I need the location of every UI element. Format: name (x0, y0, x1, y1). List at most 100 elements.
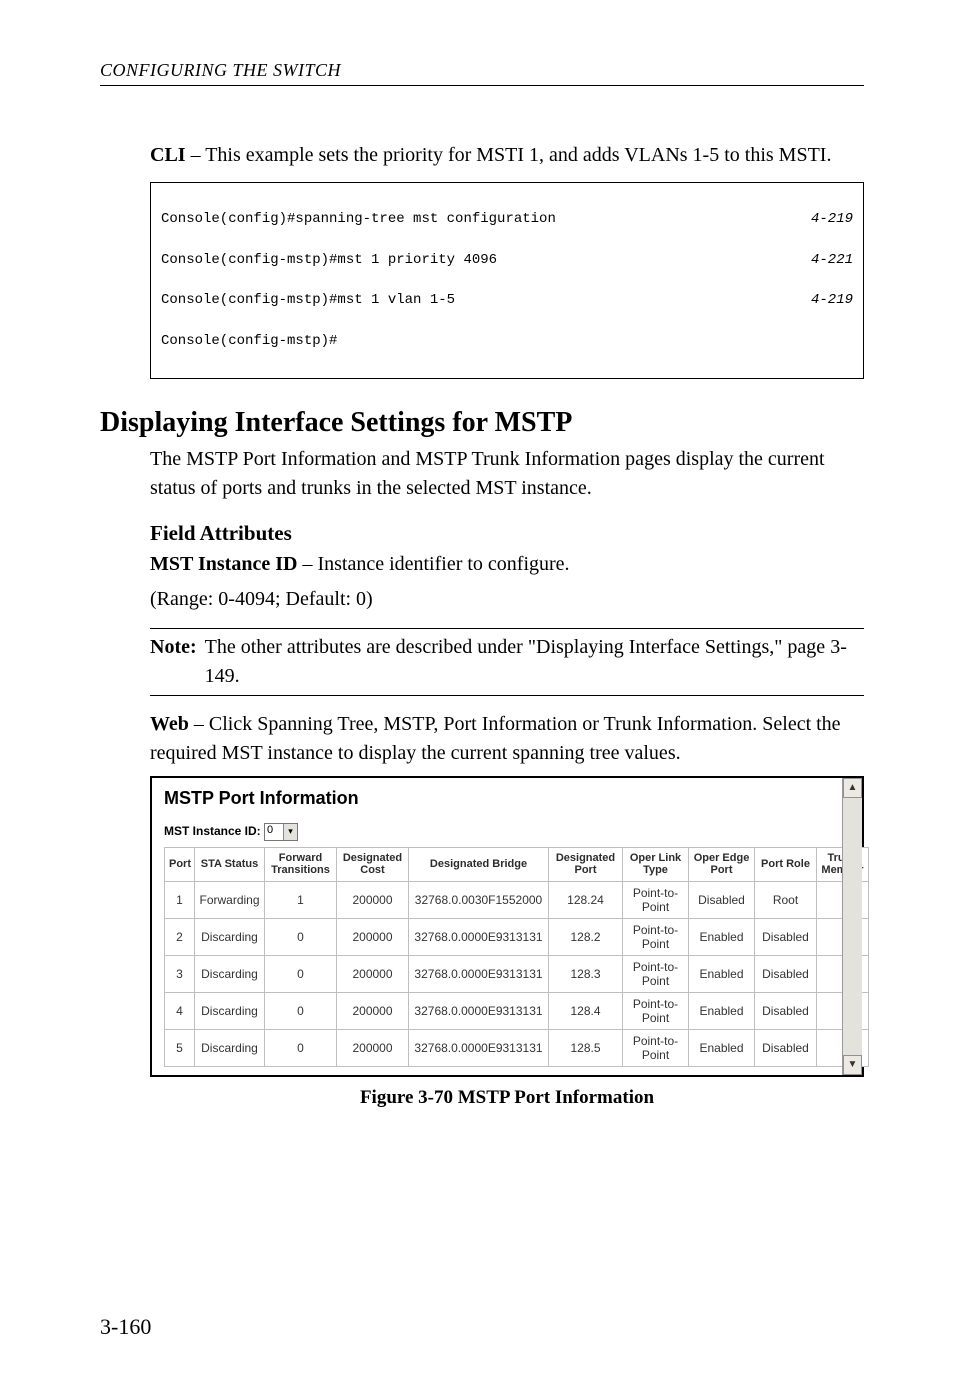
web-lead: Web (150, 713, 189, 735)
table-row: 4Discarding020000032768.0.0000E931313112… (165, 992, 869, 1029)
table-row: 5Discarding020000032768.0.0000E931313112… (165, 1029, 869, 1066)
mst-attr-lead: MST Instance ID (150, 553, 297, 575)
mstp-port-table: PortSTA StatusForward TransitionsDesigna… (164, 847, 869, 1067)
table-cell: Disabled (755, 955, 817, 992)
mstp-screenshot: ▲ ▼ MSTP Port Information MST Instance I… (150, 776, 864, 1077)
web-rest: – Click Spanning Tree, MSTP, Port Inform… (150, 713, 841, 764)
mst-instance-label: MST Instance ID: (164, 824, 264, 838)
table-header-cell: Oper Link Type (623, 847, 689, 881)
table-header-cell: Port (165, 847, 195, 881)
table-cell: Discarding (195, 918, 265, 955)
table-cell: 32768.0.0000E9313131 (409, 955, 549, 992)
note-label: Note: (150, 633, 205, 691)
mst-instance-value: 0 (267, 824, 273, 836)
section-paragraph: The MSTP Port Information and MSTP Trunk… (100, 445, 864, 503)
table-cell: 32768.0.0000E9313131 (409, 1029, 549, 1066)
table-cell: 200000 (337, 955, 409, 992)
code-line-page (829, 331, 853, 351)
table-header-cell: STA Status (195, 847, 265, 881)
table-cell: 32768.0.0000E9313131 (409, 992, 549, 1029)
section-heading: Displaying Interface Settings for MSTP (100, 407, 864, 439)
field-attributes-heading: Field Attributes (100, 521, 864, 546)
scroll-down-button[interactable]: ▼ (843, 1055, 862, 1075)
table-cell: 32768.0.0030F1552000 (409, 881, 549, 918)
table-row: 3Discarding020000032768.0.0000E931313112… (165, 955, 869, 992)
table-cell: 5 (165, 1029, 195, 1066)
table-cell: Point-to-Point (623, 1029, 689, 1066)
table-cell: Root (755, 881, 817, 918)
table-cell: Disabled (755, 1029, 817, 1066)
table-cell: 128.5 (549, 1029, 623, 1066)
code-line-page: 4-219 (787, 209, 853, 229)
table-header-cell: Oper Edge Port (689, 847, 755, 881)
mst-attr-range: (Range: 0-4094; Default: 0) (100, 585, 864, 614)
table-cell: Discarding (195, 992, 265, 1029)
table-cell: 32768.0.0000E9313131 (409, 918, 549, 955)
mstp-title: MSTP Port Information (164, 788, 830, 809)
mst-instance-row: MST Instance ID: 0 ▾ (164, 823, 830, 841)
table-cell: 200000 (337, 918, 409, 955)
figure-caption: Figure 3-70 MSTP Port Information (150, 1087, 864, 1109)
table-cell: Disabled (755, 918, 817, 955)
table-row: 1Forwarding120000032768.0.0030F155200012… (165, 881, 869, 918)
table-cell: 4 (165, 992, 195, 1029)
table-cell: Forwarding (195, 881, 265, 918)
table-cell: Disabled (689, 881, 755, 918)
table-cell: 3 (165, 955, 195, 992)
cli-rest: – This example sets the priority for MST… (186, 144, 832, 166)
table-header-cell: Designated Bridge (409, 847, 549, 881)
table-cell: 200000 (337, 1029, 409, 1066)
table-cell: 128.3 (549, 955, 623, 992)
table-cell: Discarding (195, 955, 265, 992)
table-header-cell: Forward Transitions (265, 847, 337, 881)
code-line-cmd: Console(config-mstp)# (161, 331, 337, 351)
scroll-up-button[interactable]: ▲ (843, 778, 862, 798)
table-cell: Enabled (689, 955, 755, 992)
chevron-down-icon: ▾ (283, 824, 297, 840)
table-cell: 0 (265, 992, 337, 1029)
screenshot-inner: MSTP Port Information MST Instance ID: 0… (152, 778, 842, 1075)
table-cell: 1 (265, 881, 337, 918)
table-cell: 0 (265, 955, 337, 992)
table-cell: Point-to-Point (623, 881, 689, 918)
note-block: Note: The other attributes are described… (150, 628, 864, 696)
table-cell: Point-to-Point (623, 992, 689, 1029)
table-cell: 2 (165, 918, 195, 955)
code-block: Console(config)#spanning-tree mst config… (150, 182, 864, 379)
table-header-cell: Designated Port (549, 847, 623, 881)
table-cell: Enabled (689, 1029, 755, 1066)
code-line-cmd: Console(config-mstp)#mst 1 vlan 1-5 (161, 290, 455, 310)
scroll-bar[interactable]: ▲ ▼ (842, 778, 862, 1075)
table-cell: 0 (265, 918, 337, 955)
table-cell: Point-to-Point (623, 955, 689, 992)
web-paragraph: Web – Click Spanning Tree, MSTP, Port In… (100, 710, 864, 768)
code-line-page: 4-221 (787, 250, 853, 270)
table-row: 2Discarding020000032768.0.0000E931313112… (165, 918, 869, 955)
code-line-cmd: Console(config)#spanning-tree mst config… (161, 209, 556, 229)
table-cell: 128.24 (549, 881, 623, 918)
code-line-cmd: Console(config-mstp)#mst 1 priority 4096 (161, 250, 497, 270)
table-header-cell: Designated Cost (337, 847, 409, 881)
table-cell: 200000 (337, 881, 409, 918)
table-cell: Enabled (689, 918, 755, 955)
cli-lead: CLI (150, 144, 186, 166)
cli-paragraph: CLI – This example sets the priority for… (100, 141, 864, 170)
running-head: CONFIGURING THE SWITCH (100, 60, 864, 86)
mst-attr-rest: – Instance identifier to configure. (297, 553, 569, 575)
code-line-page: 4-219 (787, 290, 853, 310)
table-cell: 128.4 (549, 992, 623, 1029)
table-header-row: PortSTA StatusForward TransitionsDesigna… (165, 847, 869, 881)
table-cell: 200000 (337, 992, 409, 1029)
table-cell: Discarding (195, 1029, 265, 1066)
page-number: 3-160 (100, 1314, 151, 1340)
table-cell: 128.2 (549, 918, 623, 955)
table-cell: Enabled (689, 992, 755, 1029)
table-cell: Disabled (755, 992, 817, 1029)
note-text: The other attributes are described under… (205, 633, 864, 691)
table-cell: Point-to-Point (623, 918, 689, 955)
table-cell: 1 (165, 881, 195, 918)
table-cell: 0 (265, 1029, 337, 1066)
table-header-cell: Port Role (755, 847, 817, 881)
mst-instance-select[interactable]: 0 ▾ (264, 823, 298, 841)
mst-attr-para: MST Instance ID – Instance identifier to… (100, 550, 864, 579)
